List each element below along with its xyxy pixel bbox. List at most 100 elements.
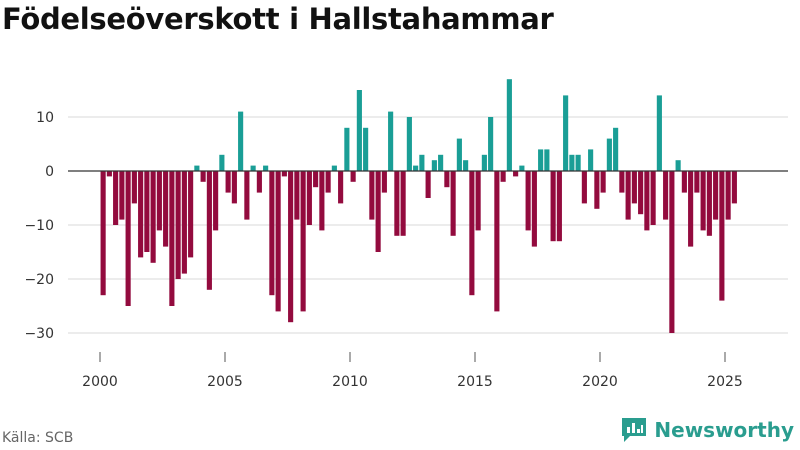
- bar: [456, 138, 462, 171]
- bar: [375, 171, 381, 252]
- x-tick-label: 2015: [457, 374, 493, 390]
- bar: [588, 149, 594, 171]
- bar: [575, 154, 581, 171]
- bar: [625, 171, 631, 220]
- bar: [356, 90, 362, 171]
- bar: [181, 171, 187, 274]
- bar: [606, 138, 612, 171]
- bar: [463, 160, 469, 171]
- bar: [131, 171, 137, 204]
- bar: [444, 171, 450, 188]
- bar: [263, 165, 269, 171]
- bar: [669, 171, 675, 333]
- x-tick-label: 2025: [707, 374, 743, 390]
- bar: [225, 171, 231, 193]
- brand-logo: Newsworthy: [620, 416, 794, 444]
- bar: [500, 171, 506, 182]
- bar: [238, 111, 244, 171]
- bar: [244, 171, 250, 220]
- bar: [475, 171, 481, 231]
- bar: [281, 171, 287, 177]
- bar: [250, 165, 256, 171]
- bar: [494, 171, 500, 312]
- bar: [531, 171, 537, 247]
- bar: [731, 171, 737, 204]
- bar: [713, 171, 719, 220]
- bar: [581, 171, 587, 204]
- bar: [431, 160, 437, 171]
- bar: [313, 171, 319, 188]
- bar: [381, 171, 387, 193]
- bar: [413, 165, 419, 171]
- y-tick-label: −20: [24, 272, 54, 288]
- bar: [556, 171, 562, 242]
- bar: [675, 160, 681, 171]
- bar: [175, 171, 181, 279]
- bar: [319, 171, 325, 231]
- bar: [406, 117, 412, 171]
- bar: [394, 171, 400, 236]
- bar: [450, 171, 456, 236]
- bar: [269, 171, 275, 296]
- bar: [725, 171, 731, 220]
- y-tick-label: −10: [24, 218, 54, 234]
- bar: [600, 171, 606, 193]
- bar: [231, 171, 237, 204]
- bar: [294, 171, 300, 220]
- bar: [206, 171, 212, 290]
- bar: [631, 171, 637, 204]
- bar: [363, 127, 369, 171]
- bar: [681, 171, 687, 193]
- bar: [700, 171, 706, 231]
- bar: [300, 171, 306, 312]
- bar: [200, 171, 206, 182]
- bar: [650, 171, 656, 225]
- y-tick-label: 10: [36, 110, 54, 126]
- bar: [125, 171, 131, 306]
- bar: [113, 171, 119, 225]
- bar: [519, 165, 525, 171]
- bar: [481, 154, 487, 171]
- bar: [344, 127, 350, 171]
- bar: [288, 171, 294, 323]
- grid-layer: [68, 116, 788, 334]
- bar: [275, 171, 281, 312]
- bar: [706, 171, 712, 236]
- bar: [419, 154, 425, 171]
- source-note: Källa: SCB: [2, 430, 74, 446]
- bar: [100, 171, 106, 296]
- bar: [544, 149, 550, 171]
- bar: [644, 171, 650, 231]
- bar: [331, 165, 337, 171]
- bar: [563, 95, 569, 171]
- chart-title: Födelseöverskott i Hallstahammar: [2, 2, 554, 36]
- bar: [388, 111, 394, 171]
- bar: [106, 171, 112, 177]
- bar: [594, 171, 600, 209]
- bar: [569, 154, 575, 171]
- bar: [525, 171, 531, 231]
- bar: [550, 171, 556, 242]
- bar: [144, 171, 150, 252]
- bar: [506, 79, 512, 171]
- bar: [688, 171, 694, 247]
- y-tick-label: 0: [45, 164, 54, 180]
- bar: [663, 171, 669, 220]
- x-tick-label: 2010: [332, 374, 368, 390]
- bar: [119, 171, 125, 220]
- bar: [619, 171, 625, 193]
- axis-layer: 10 0 −10 −20 −30 2000 2005 2010 2015 2020 2025: [24, 110, 788, 390]
- bar: [719, 171, 725, 301]
- bar: [156, 171, 162, 231]
- bar: [656, 95, 662, 171]
- bar: [150, 171, 156, 263]
- bar: [219, 154, 225, 171]
- bar: [694, 171, 700, 193]
- bar: [169, 171, 175, 306]
- newsworthy-logo-icon: [622, 418, 647, 442]
- bar: [613, 127, 619, 171]
- bar: [194, 165, 200, 171]
- y-tick-label: −30: [24, 326, 54, 342]
- bar: [188, 171, 194, 258]
